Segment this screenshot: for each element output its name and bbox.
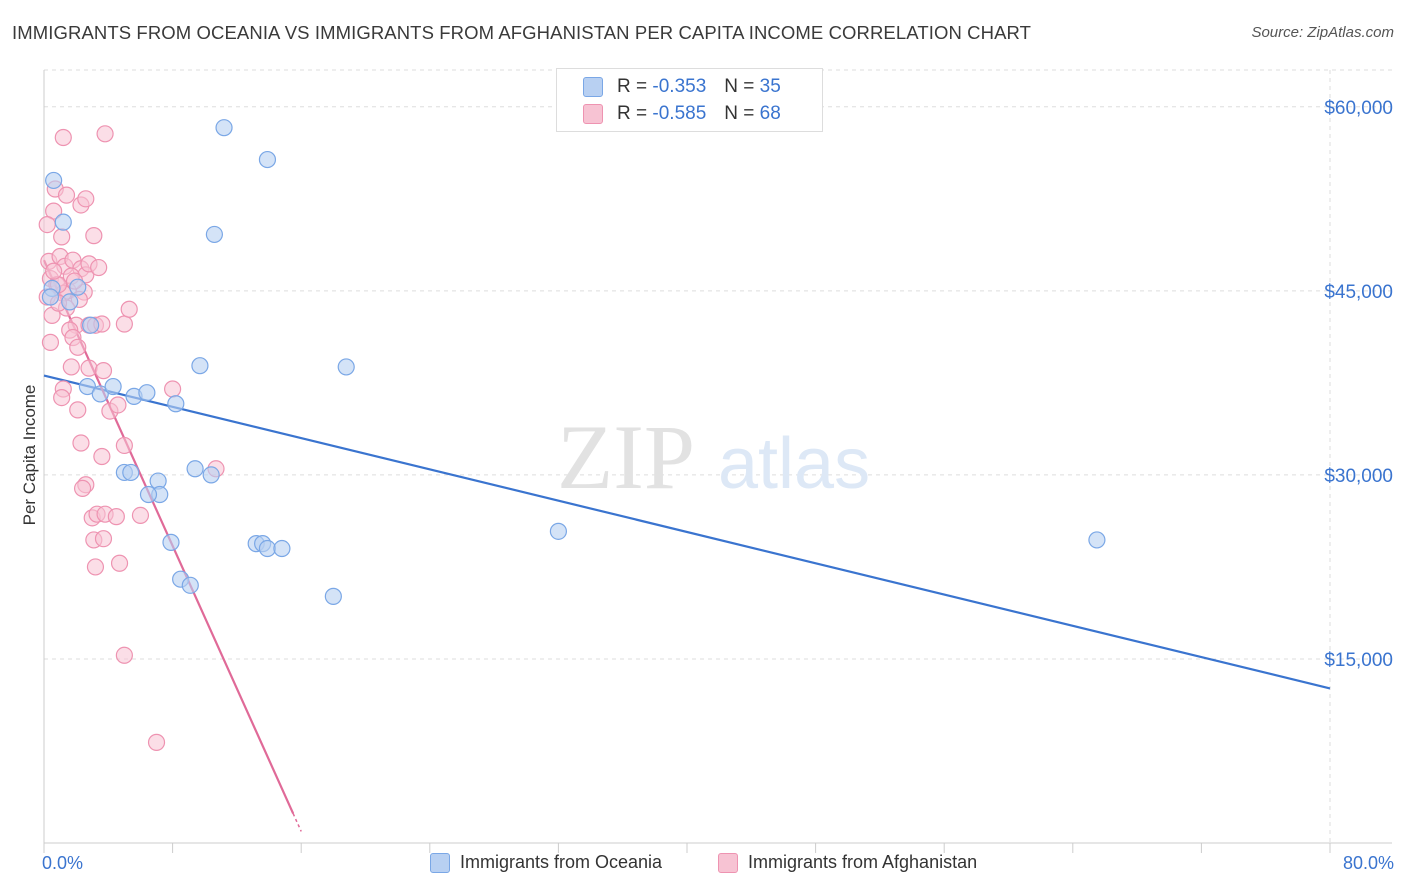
- point-oceania: [82, 316, 100, 334]
- watermark-atlas: atlas: [718, 424, 870, 504]
- point-afghanistan: [94, 362, 113, 380]
- point-oceania: [139, 485, 158, 504]
- point-oceania: [104, 377, 122, 396]
- point-afghanistan: [77, 190, 95, 208]
- point-afghanistan: [69, 338, 87, 356]
- point-afghanistan: [94, 530, 113, 548]
- stats-r-label: R =: [617, 103, 648, 124]
- point-afghanistan: [85, 227, 103, 245]
- point-oceania: [258, 150, 277, 169]
- stats-swatch-afghanistan: [583, 104, 603, 124]
- point-oceania: [138, 384, 156, 402]
- watermark: ZIP atlas: [557, 406, 870, 508]
- point-oceania: [258, 539, 277, 558]
- stats-r-label: R =: [617, 76, 648, 97]
- oceania-points: [41, 119, 1106, 605]
- trend-line-afghanistan-ext: [292, 813, 302, 832]
- point-afghanistan: [131, 506, 150, 524]
- point-afghanistan: [73, 479, 92, 498]
- point-afghanistan: [54, 128, 72, 147]
- x-tick-min: 0.0%: [42, 853, 84, 873]
- point-afghanistan: [107, 508, 125, 526]
- point-oceania: [61, 293, 79, 311]
- legend-label-afghanistan: Immigrants from Afghanistan: [748, 852, 978, 872]
- legend-swatch-oceania: [430, 852, 450, 873]
- point-afghanistan: [38, 216, 56, 234]
- stats-n-value-afghanistan: 68: [759, 103, 781, 124]
- stats-row-oceania: R = -0.353 N = 35: [583, 75, 781, 99]
- y-tick-label: $45,000: [1324, 282, 1393, 303]
- point-afghanistan: [96, 125, 114, 143]
- y-tick-label: $60,000: [1324, 98, 1393, 119]
- point-afghanistan: [41, 333, 60, 351]
- stats-r-value-afghanistan: -0.585: [652, 103, 707, 124]
- y-tick-label: $15,000: [1324, 650, 1393, 671]
- point-afghanistan: [53, 228, 71, 246]
- stats-box: R = -0.353 N = 35 R = -0.585 N = 68: [556, 68, 823, 132]
- stats-swatch-oceania: [583, 77, 603, 97]
- point-afghanistan: [115, 436, 133, 455]
- point-oceania: [205, 225, 223, 244]
- point-oceania: [45, 171, 63, 190]
- stats-r-value-oceania: -0.353: [652, 76, 707, 97]
- point-oceania: [202, 466, 220, 484]
- stats-n-label: N =: [724, 76, 755, 97]
- point-oceania: [181, 576, 199, 594]
- y-axis-label: Per Capita Income: [20, 384, 39, 526]
- point-oceania: [191, 357, 209, 375]
- point-afghanistan: [147, 733, 166, 751]
- point-afghanistan: [115, 315, 133, 333]
- point-oceania: [78, 377, 97, 396]
- point-oceania: [91, 385, 109, 403]
- legend-swatch-afghanistan: [718, 852, 738, 873]
- point-oceania: [122, 463, 140, 482]
- trend-lines: [42, 259, 1331, 832]
- x-tick-max: 80.0%: [1342, 853, 1394, 873]
- legend-item-oceania[interactable]: Immigrants from Oceania: [430, 852, 662, 873]
- y-tick-label: $30,000: [1324, 466, 1393, 487]
- legend-label-oceania: Immigrants from Oceania: [460, 852, 663, 872]
- point-afghanistan: [86, 558, 105, 576]
- point-afghanistan: [57, 186, 76, 204]
- point-oceania: [337, 358, 355, 376]
- point-afghanistan: [93, 447, 111, 466]
- y-tick-labels: $15,000 $30,000 $45,000 $60,000: [1324, 98, 1393, 671]
- chart-title: IMMIGRANTS FROM OCEANIA VS IMMIGRANTS FR…: [12, 22, 1032, 43]
- point-afghanistan: [90, 258, 108, 277]
- watermark-zip: ZIP: [557, 406, 695, 508]
- stats-n-value-oceania: 35: [759, 76, 781, 97]
- stats-n-label: N =: [724, 103, 755, 124]
- point-oceania: [273, 539, 291, 558]
- legend: Immigrants from Oceania Immigrants from …: [0, 852, 1406, 878]
- point-oceania: [69, 278, 87, 296]
- stats-row-afghanistan: R = -0.585 N = 68: [583, 102, 781, 126]
- point-afghanistan: [164, 380, 182, 398]
- point-afghanistan: [53, 389, 71, 407]
- point-afghanistan: [62, 358, 80, 376]
- point-afghanistan: [69, 401, 87, 419]
- point-afghanistan: [115, 646, 133, 664]
- trend-line-oceania: [43, 374, 1331, 690]
- point-oceania: [167, 395, 185, 413]
- point-afghanistan: [110, 554, 129, 572]
- point-afghanistan: [80, 359, 98, 377]
- point-oceania: [215, 119, 233, 137]
- point-afghanistan: [72, 434, 90, 452]
- point-oceania: [1088, 531, 1106, 549]
- legend-item-afghanistan[interactable]: Immigrants from Afghanistan: [718, 852, 977, 873]
- point-oceania: [186, 460, 204, 478]
- point-oceania: [41, 288, 60, 306]
- grid-lines: [44, 69, 1392, 843]
- point-oceania: [549, 522, 568, 540]
- point-oceania: [324, 587, 342, 605]
- point-oceania: [162, 533, 180, 551]
- point-afghanistan: [45, 262, 63, 280]
- chart-source: Source: ZipAtlas.com: [1251, 24, 1394, 41]
- point-oceania: [54, 213, 72, 231]
- axes: [43, 70, 1392, 853]
- point-afghanistan: [120, 300, 138, 318]
- point-afghanistan: [109, 396, 127, 414]
